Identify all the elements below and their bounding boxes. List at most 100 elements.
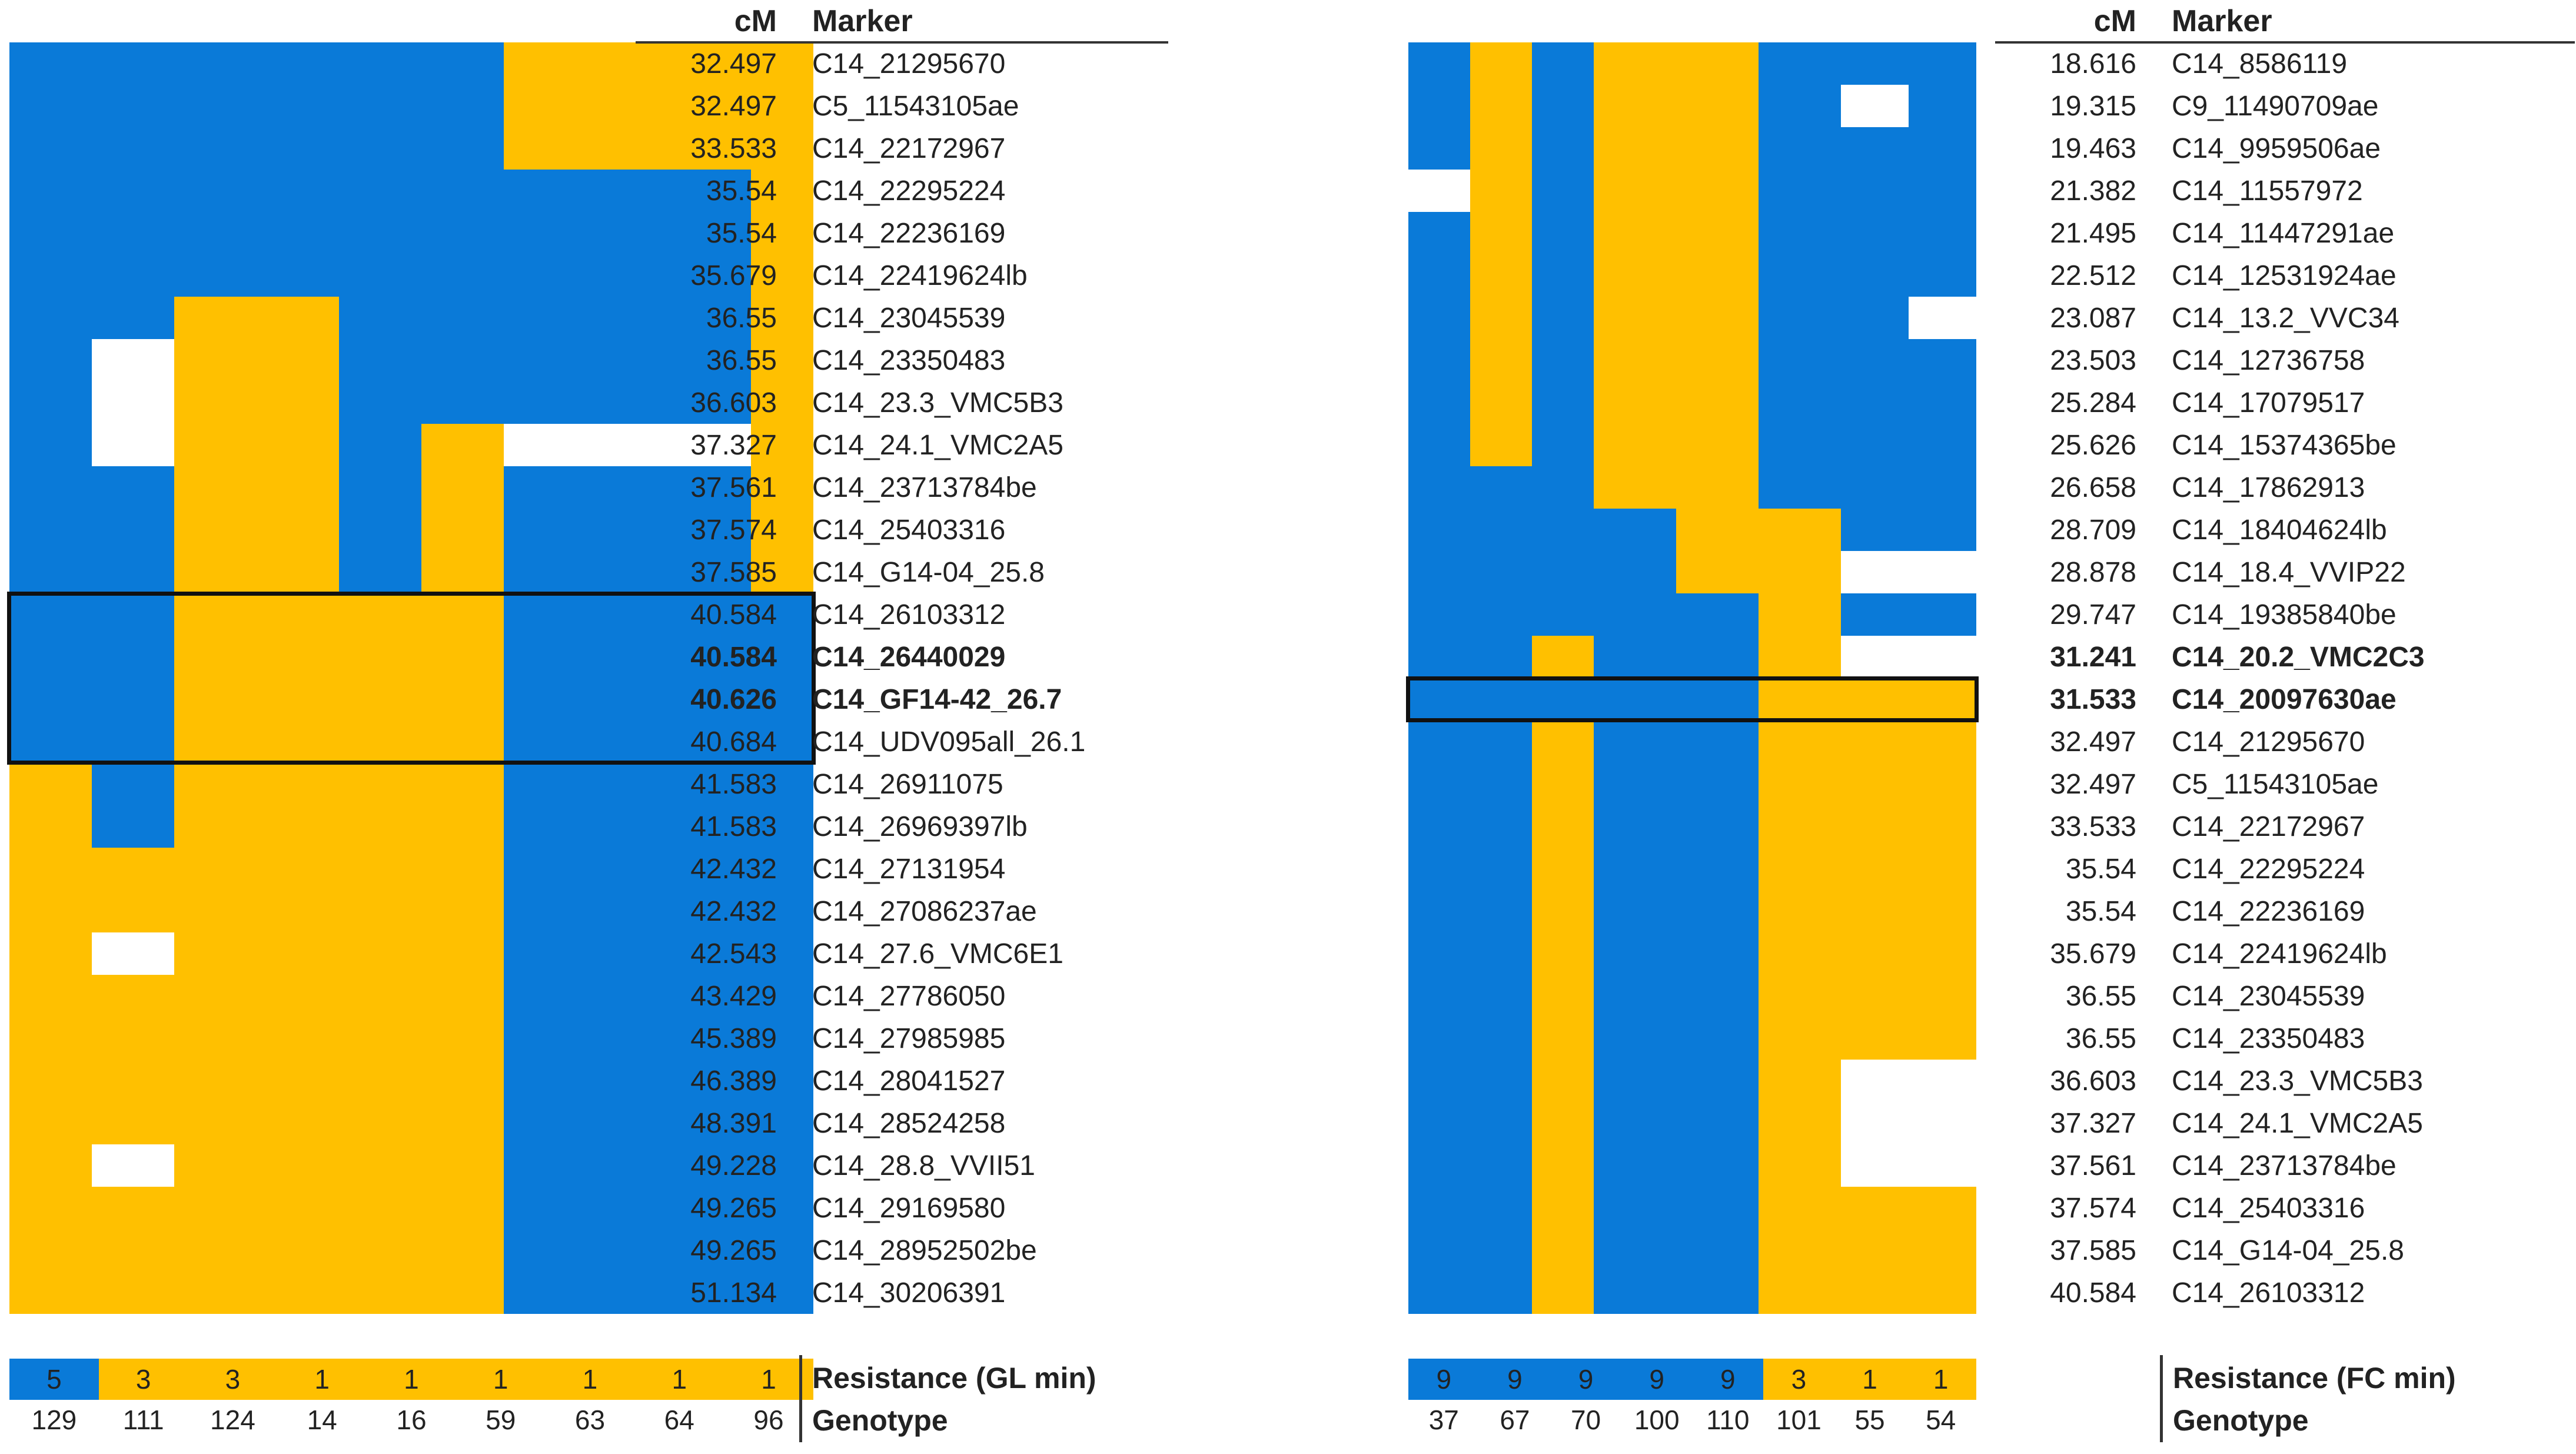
allele-cell: [627, 127, 751, 170]
grid-row: [9, 593, 813, 636]
resistance-score: 9: [1550, 1359, 1621, 1400]
allele-cell: [1470, 763, 1532, 805]
grid-row: [1408, 170, 1976, 212]
allele-cell: [174, 381, 339, 424]
marker-name: C14_22172967: [812, 132, 1006, 164]
marker-name: C14_11557972: [2172, 175, 2363, 207]
allele-cell: [1594, 170, 1676, 212]
marker-cm: 36.55: [706, 344, 777, 376]
allele-cell: [1759, 170, 1841, 212]
marker-row: 51.134 C14_30206391: [636, 1272, 1005, 1314]
allele-cell: [1470, 1272, 1532, 1314]
marker-cm: 32.497: [690, 90, 777, 122]
marker-cm: 37.327: [2050, 1107, 2136, 1139]
allele-cell: [421, 466, 504, 509]
marker-name: C14_28041527: [812, 1065, 1006, 1097]
allele-cell: [1408, 127, 1470, 170]
marker-row: 36.55 C14_23045539: [636, 297, 1005, 339]
allele-cell: [1676, 297, 1759, 339]
allele-cell: [1759, 1060, 1841, 1102]
allele-cell: [1841, 763, 1909, 805]
allele-cell: [1676, 975, 1759, 1017]
allele-cell: [92, 890, 174, 932]
marker-row: 37.327 C14_24.1_VMC2A5: [636, 424, 1063, 466]
allele-cell: [1676, 170, 1759, 212]
allele-cell: [92, 975, 174, 1017]
allele-cell: [1841, 42, 1909, 85]
resistance-score: 1: [456, 1359, 546, 1400]
allele-cell: [1759, 721, 1841, 763]
allele-cell: [1841, 678, 1909, 721]
allele-cell: [9, 551, 92, 593]
allele-cell: [1909, 763, 1976, 805]
grid-row: [1408, 1229, 1976, 1272]
allele-cell: [1532, 721, 1594, 763]
allele-cell: [92, 593, 174, 636]
allele-cell: [1841, 975, 1909, 1017]
allele-cell: [751, 297, 813, 339]
allele-cell: [1676, 254, 1759, 297]
allele-cell: [1759, 1229, 1841, 1272]
grid-row: [9, 297, 813, 339]
marker-name: C14_28524258: [812, 1107, 1006, 1139]
allele-cell: [174, 1187, 339, 1229]
grid-row: [1408, 551, 1976, 593]
marker-name: C14_9959506ae: [2172, 132, 2381, 164]
marker-cm: 42.543: [690, 938, 777, 970]
allele-cell: [504, 170, 627, 212]
left-genotype-grid: [9, 42, 813, 1314]
allele-cell: [504, 424, 627, 466]
allele-cell: [1594, 1102, 1676, 1144]
allele-cell: [504, 212, 627, 254]
allele-cell: [9, 466, 92, 509]
grid-row: [9, 763, 813, 805]
grid-row: [1408, 1060, 1976, 1102]
allele-cell: [1532, 1017, 1594, 1060]
allele-cell: [504, 932, 627, 975]
marker-name: C14_G14-04_25.8: [812, 556, 1045, 588]
marker-cm: 49.265: [690, 1192, 777, 1224]
allele-cell: [1470, 805, 1532, 848]
marker-name: C14_26969397lb: [812, 811, 1028, 842]
allele-cell: [751, 975, 813, 1017]
allele-cell: [1594, 297, 1676, 339]
allele-cell: [421, 1017, 504, 1060]
marker-row: 37.574 C14_25403316: [1995, 1187, 2365, 1229]
left-cm-header: cM: [734, 4, 777, 38]
marker-name: C14_27786050: [812, 980, 1006, 1012]
allele-cell: [339, 381, 421, 424]
marker-row: 42.432 C14_27086237ae: [636, 890, 1037, 932]
marker-row: 25.626 C14_15374365be: [1995, 424, 2396, 466]
marker-row: 40.684 C14_UDV095all_26.1: [636, 721, 1085, 763]
allele-cell: [1676, 127, 1759, 170]
allele-cell: [504, 297, 627, 339]
genotype-id: 110: [1706, 1405, 1750, 1435]
marker-name: C5_11543105ae: [2172, 768, 2379, 800]
allele-cell: [1909, 127, 1976, 170]
allele-cell: [92, 297, 174, 339]
allele-cell: [1909, 466, 1976, 509]
allele-cell: [1532, 636, 1594, 678]
marker-row: 46.389 C14_28041527: [636, 1060, 1005, 1102]
allele-cell: [1759, 297, 1841, 339]
allele-cell: [504, 1060, 627, 1102]
allele-cell: [751, 127, 813, 170]
allele-cell: [1759, 763, 1841, 805]
marker-cm: 40.584: [2050, 1277, 2136, 1309]
allele-cell: [504, 636, 627, 678]
allele-cell: [339, 254, 421, 297]
genotype-id: 70: [1570, 1405, 1601, 1435]
marker-name: C14_27.6_VMC6E1: [812, 938, 1063, 970]
allele-cell: [339, 763, 421, 805]
allele-cell: [1759, 424, 1841, 466]
allele-cell: [1909, 424, 1976, 466]
allele-cell: [1909, 1102, 1976, 1144]
allele-cell: [627, 424, 751, 466]
grid-row: [1408, 381, 1976, 424]
marker-cm: 36.55: [2065, 980, 2136, 1012]
allele-cell: [339, 848, 421, 890]
allele-cell: [504, 466, 627, 509]
allele-cell: [9, 509, 92, 551]
marker-name: C14_11447291ae: [2172, 217, 2395, 249]
marker-name: C14_13.2_VVC34: [2172, 302, 2399, 334]
